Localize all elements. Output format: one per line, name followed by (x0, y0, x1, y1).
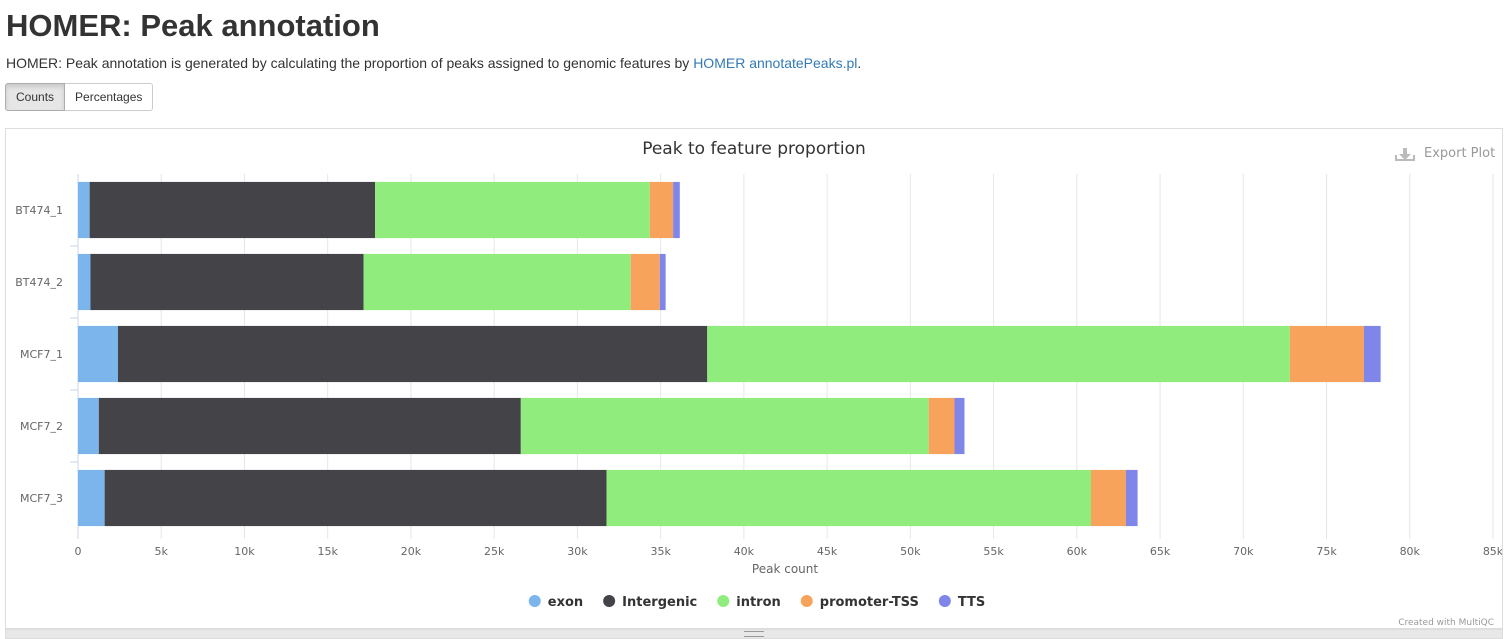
legend-swatch-icon (528, 595, 541, 607)
bar-exon[interactable] (78, 469, 105, 527)
x-tick-label: 45k (817, 545, 838, 558)
x-tick-label: 5k (155, 545, 169, 558)
x-tick-label: 25k (484, 545, 505, 558)
x-tick-label: 35k (650, 545, 671, 558)
bar-promoter-tss[interactable] (928, 397, 955, 455)
bar-intron[interactable] (520, 397, 929, 455)
bar-tts[interactable] (1125, 469, 1138, 527)
peak-annotation-chart: Peak to feature proportion Export Plot B… (15, 139, 1504, 628)
x-tick-label: 30k (567, 545, 588, 558)
bar-intron[interactable] (606, 469, 1091, 527)
x-axis-labels: 0 5k 10k 15k 20k 25k 30k 35k 40k 45k 50k 55k 60k 65k 7… (75, 545, 1504, 558)
bar-intergenic[interactable] (98, 397, 521, 455)
x-tick-label: 40k (734, 545, 755, 558)
bar-exon[interactable] (78, 325, 118, 383)
x-tick-label: 60k (1067, 545, 1088, 558)
legend-label: TTS (958, 595, 985, 610)
x-tick-label: 50k (900, 545, 921, 558)
y-tick-label: BT474_2 (15, 276, 63, 289)
bar-intron[interactable] (375, 181, 650, 239)
bar-exon[interactable] (78, 253, 91, 311)
legend-label: Intergenic (622, 595, 697, 610)
x-tick-label: 75k (1316, 545, 1337, 558)
legend-item-exon[interactable]: exon (528, 595, 583, 610)
legend-swatch-icon (603, 595, 616, 607)
bar-promoter-tss[interactable] (1289, 325, 1364, 383)
legend-label: promoter-TSS (820, 595, 919, 610)
percentages-button[interactable]: Percentages (65, 83, 154, 111)
grip-icon (744, 631, 764, 637)
legend-item-intron[interactable]: intron (717, 595, 781, 610)
bar-intergenic[interactable] (117, 325, 708, 383)
bar-intergenic[interactable] (104, 469, 607, 527)
legend-label: intron (736, 595, 781, 610)
bar-promoter-tss[interactable] (630, 253, 660, 311)
x-tick-label: 0 (75, 545, 82, 558)
bar-promoter-tss[interactable] (649, 181, 674, 239)
bar-intergenic[interactable] (90, 253, 364, 311)
description-suffix: . (857, 55, 862, 71)
legend-item-intergenic[interactable]: Intergenic (603, 595, 697, 610)
plot-type-toggle: Counts Percentages (5, 83, 154, 111)
bar-intron[interactable] (363, 253, 631, 311)
x-tick-label: 55k (983, 545, 1004, 558)
legend-item-promoter-tss[interactable]: promoter-TSS (800, 595, 919, 610)
export-plot-label: Export Plot (1424, 146, 1495, 161)
y-tick-label: MCF7_2 (20, 420, 63, 433)
x-tick-label: 20k (401, 545, 422, 558)
homer-annotatepeaks-link[interactable]: HOMER annotatePeaks.pl (693, 55, 858, 71)
x-tick-label: 10k (234, 545, 255, 558)
legend-swatch-icon (938, 595, 951, 607)
y-axis-labels: BT474_1 BT474_2 MCF7_1 MCF7_2 MCF7_3 (15, 204, 63, 505)
bar-intergenic[interactable] (89, 181, 376, 239)
bar-tts[interactable] (954, 397, 965, 455)
bar-exon[interactable] (78, 397, 99, 455)
bar-tts[interactable] (673, 181, 680, 239)
legend-label: exon (548, 595, 583, 610)
x-tick-label: 65k (1150, 545, 1171, 558)
export-plot-button[interactable]: Export Plot (1395, 146, 1495, 161)
x-tick-label: 70k (1233, 545, 1254, 558)
bar-tts[interactable] (1363, 325, 1381, 383)
legend-swatch-icon (800, 595, 813, 607)
section-description: HOMER: Peak annotation is generated by c… (6, 54, 861, 72)
bar-promoter-tss[interactable] (1090, 469, 1126, 527)
legend: exon Intergenic intron promoter-TSS TTS (528, 595, 985, 610)
legend-swatch-icon (717, 595, 730, 607)
description-text: HOMER: Peak annotation is generated by c… (6, 55, 694, 71)
page-title: HOMER: Peak annotation (6, 8, 380, 43)
bar-exon[interactable] (78, 181, 90, 239)
bar-tts[interactable] (659, 253, 666, 311)
download-icon (1395, 148, 1415, 161)
legend-item-tts[interactable]: TTS (938, 595, 985, 610)
x-axis-title: Peak count (752, 562, 818, 576)
y-tick-label: MCF7_3 (20, 492, 63, 505)
bars (78, 181, 1381, 527)
y-tick-label: BT474_1 (15, 204, 63, 217)
plot-resize-handle[interactable] (5, 629, 1503, 639)
credit-text: Created with MultiQC (1398, 618, 1494, 628)
x-tick-label: 85k (1483, 545, 1502, 558)
counts-button[interactable]: Counts (5, 83, 66, 111)
x-tick-label: 15k (318, 545, 339, 558)
x-tick-label: 80k (1400, 545, 1421, 558)
chart-title: Peak to feature proportion (642, 139, 866, 159)
plot-container: Peak to feature proportion Export Plot B… (5, 128, 1504, 629)
y-tick-label: MCF7_1 (20, 348, 63, 361)
bar-intron[interactable] (707, 325, 1290, 383)
